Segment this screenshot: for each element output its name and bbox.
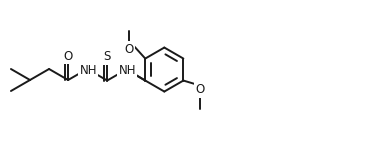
Text: O: O — [125, 43, 134, 56]
Text: NH: NH — [80, 63, 97, 77]
Text: O: O — [195, 83, 204, 96]
Text: S: S — [104, 50, 111, 63]
Text: NH: NH — [118, 64, 136, 77]
Text: O: O — [64, 50, 73, 63]
